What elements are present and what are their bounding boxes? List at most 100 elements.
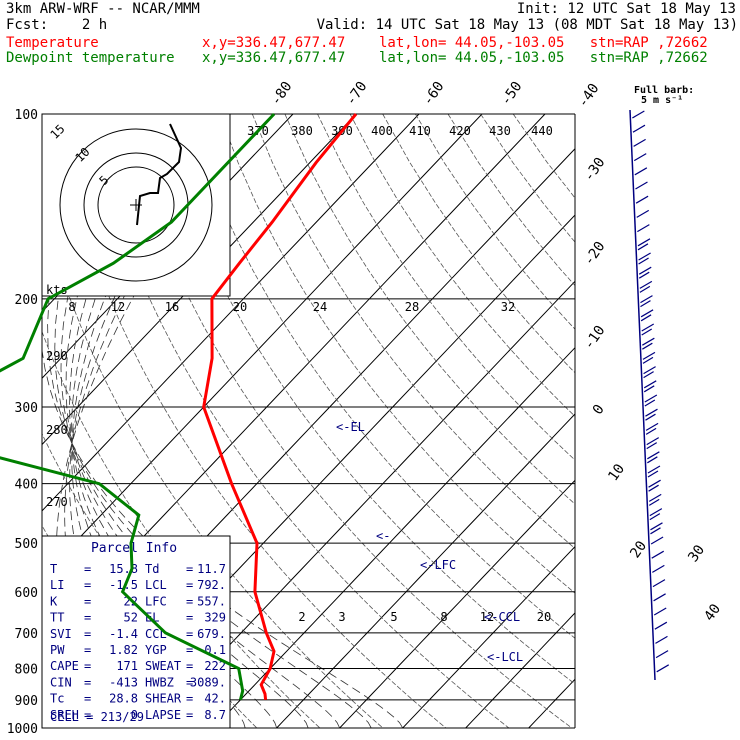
parcel-key: Td — [145, 562, 159, 576]
isotherm-label: 10 — [605, 461, 628, 484]
parcel-key: LAPSE — [145, 708, 181, 722]
mixing-ratio-label: 24 — [313, 300, 327, 314]
parcel-value: -1.5 — [109, 578, 138, 592]
theta-e-label: 420 — [449, 124, 471, 138]
hodograph-ring-15 — [59, 128, 213, 282]
isotherm-label: -70 — [343, 79, 371, 109]
parcel-equals: = — [186, 692, 193, 706]
theta-e-label: 400 — [371, 124, 393, 138]
wind-barb — [649, 508, 663, 517]
isotherm-line — [528, 678, 575, 728]
wind-barb — [633, 138, 646, 147]
isotherm-line — [276, 413, 575, 728]
parcel-cell: CELL = 213/29 — [50, 710, 144, 724]
dry-adiabat-line — [317, 114, 575, 461]
pressure-label: 100 — [15, 108, 38, 123]
dry-adiabat-line — [349, 114, 575, 417]
isotherm-line — [150, 280, 575, 728]
isotherm-line — [465, 612, 575, 728]
isotherm-line — [213, 346, 575, 728]
mixing-ratio-label: 12 — [111, 300, 125, 314]
wind-barb — [643, 385, 655, 393]
wind-barb — [650, 527, 661, 535]
wind-barb — [641, 328, 653, 336]
isotherm-line — [402, 545, 575, 728]
parcel-value: 28.8 — [109, 692, 138, 706]
dry-adiabat-line — [512, 114, 575, 199]
isotherm-label: 40 — [701, 601, 724, 624]
wind-barb — [643, 366, 656, 375]
wind-barb — [648, 484, 659, 492]
wind-barb — [638, 252, 651, 261]
wind-barb — [652, 579, 666, 588]
parcel-equals: = — [84, 627, 91, 641]
wind-barb — [638, 257, 649, 265]
barb-staff-axis — [629, 109, 656, 681]
wind-barb — [639, 285, 651, 293]
dry-adiabat-line — [121, 114, 573, 728]
wind-barb — [656, 664, 670, 673]
parcel-equals: = — [186, 562, 193, 576]
wind-barb — [640, 295, 653, 304]
wind-barb — [635, 181, 648, 190]
hodograph-ring-5 — [97, 166, 175, 244]
isotherm-line — [42, 114, 420, 512]
mixing-ratio-label: 3 — [338, 610, 345, 624]
wind-barb — [646, 437, 660, 446]
parcel-info-box — [41, 535, 231, 729]
dry-adiabat-line — [56, 114, 447, 728]
parcel-equals: = — [84, 708, 91, 722]
isotherm-label: -50 — [498, 79, 526, 109]
parcel-value: 3089. — [190, 675, 226, 689]
theta-label: 280 — [46, 423, 68, 437]
init-time: Init: 12 UTC Sat 18 May 13 — [516, 1, 736, 17]
wind-barb — [644, 394, 658, 403]
wind-barb — [633, 153, 647, 162]
isotherm-label: -40 — [575, 81, 603, 111]
wind-barb — [649, 513, 661, 521]
theta-e-label: 430 — [489, 124, 511, 138]
isotherm-label: 0 — [590, 402, 608, 418]
wind-barb — [647, 465, 661, 474]
wind-barb — [646, 442, 658, 450]
valid-time: Valid: 14 UTC Sat 18 May 13 (08 MDT Sat … — [316, 17, 738, 33]
parcel-equals: = — [84, 659, 91, 673]
wind-barb — [653, 607, 667, 616]
lfc-marker: <-LFC — [420, 558, 456, 572]
wind-barb — [639, 280, 653, 289]
temperature-legend-label: Temperature — [6, 35, 99, 51]
mixing-ratio-label: 20 — [537, 610, 551, 624]
parcel-key: Tc — [50, 692, 64, 706]
full-barb-value: 5 m s⁻¹ — [641, 95, 683, 106]
mixing-ratio-label: 32 — [501, 300, 515, 314]
parcel-key: HWBZ — [145, 675, 174, 689]
dry-adiabat-line — [447, 114, 575, 287]
parcel-value: 329 — [204, 611, 226, 625]
parcel-equals: = — [84, 594, 91, 608]
parcel-key: CIN — [50, 675, 72, 689]
parcel-value: 11.7 — [197, 562, 226, 576]
parcel-equals: = — [84, 578, 91, 592]
isotherm-label: 30 — [685, 542, 708, 565]
parcel-equals: = — [186, 594, 193, 608]
theta-label: 270 — [46, 495, 68, 509]
wind-barb — [650, 536, 664, 545]
pressure-label: 700 — [15, 627, 38, 642]
wind-barb — [651, 550, 665, 559]
parcel-equals: = — [84, 611, 91, 625]
wind-barb — [637, 224, 650, 233]
wind-barb — [643, 380, 657, 389]
mixing-ratio-label: 12 — [480, 610, 494, 624]
wind-barb — [653, 593, 666, 602]
dry-adiabat-line — [42, 330, 321, 728]
parcel-key: EL — [145, 611, 159, 625]
parcel-key: SREH — [50, 708, 79, 722]
wind-barb — [647, 456, 658, 464]
hodograph-trace — [136, 123, 183, 226]
pressure-label: 1000 — [7, 722, 38, 737]
wind-barb — [636, 209, 650, 218]
full-barb-title: Full barb: — [634, 85, 694, 96]
dry-adiabat-line — [382, 114, 575, 374]
wind-barb — [648, 493, 662, 502]
